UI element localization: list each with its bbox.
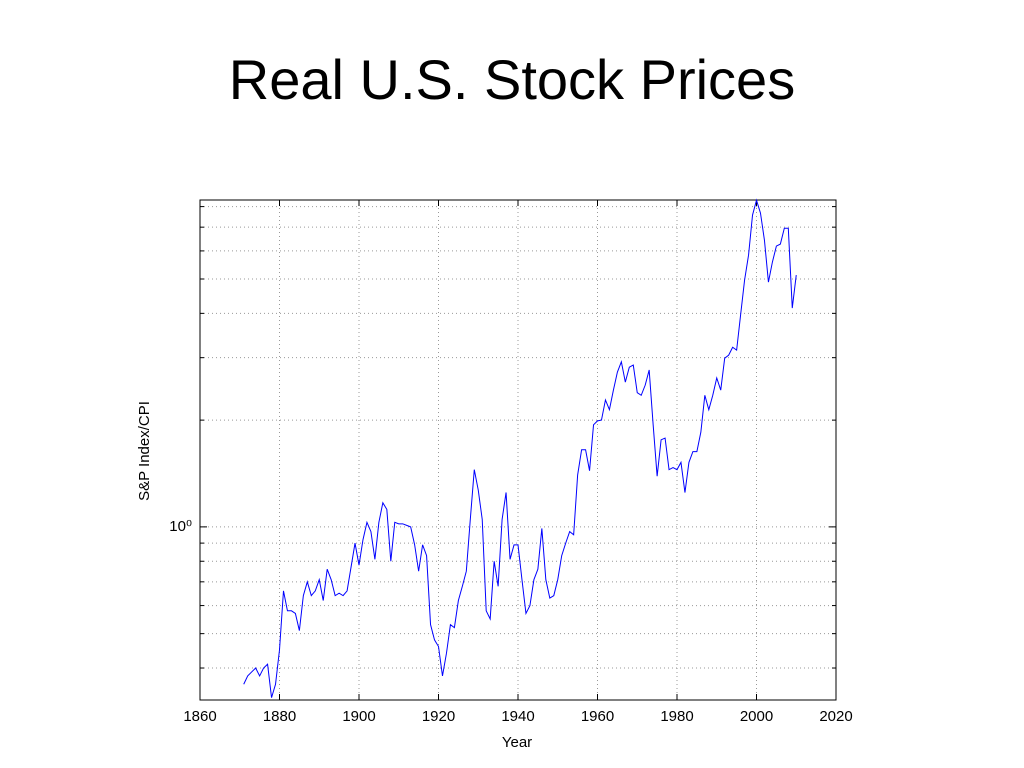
x-tick-label: 1920 — [422, 708, 455, 725]
x-tick-label: 1900 — [342, 708, 375, 725]
plot-frame — [199, 199, 837, 701]
chart-title: Real U.S. Stock Prices — [229, 48, 795, 111]
x-tick-label: 1960 — [581, 708, 614, 725]
y-axis-label: S&P Index/CPI — [136, 401, 153, 501]
x-tick-label: 1880 — [263, 708, 296, 725]
x-tick-label: 1980 — [660, 708, 693, 725]
x-tick-label: 2000 — [740, 708, 773, 725]
x-tick-label: 1940 — [501, 708, 534, 725]
y-tick-label: 10⁰ — [169, 518, 192, 535]
data-line — [243, 198, 797, 698]
x-axis-label: Year — [502, 734, 532, 751]
x-tick-label: 2020 — [819, 708, 852, 725]
x-tick-label: 1860 — [183, 708, 216, 725]
